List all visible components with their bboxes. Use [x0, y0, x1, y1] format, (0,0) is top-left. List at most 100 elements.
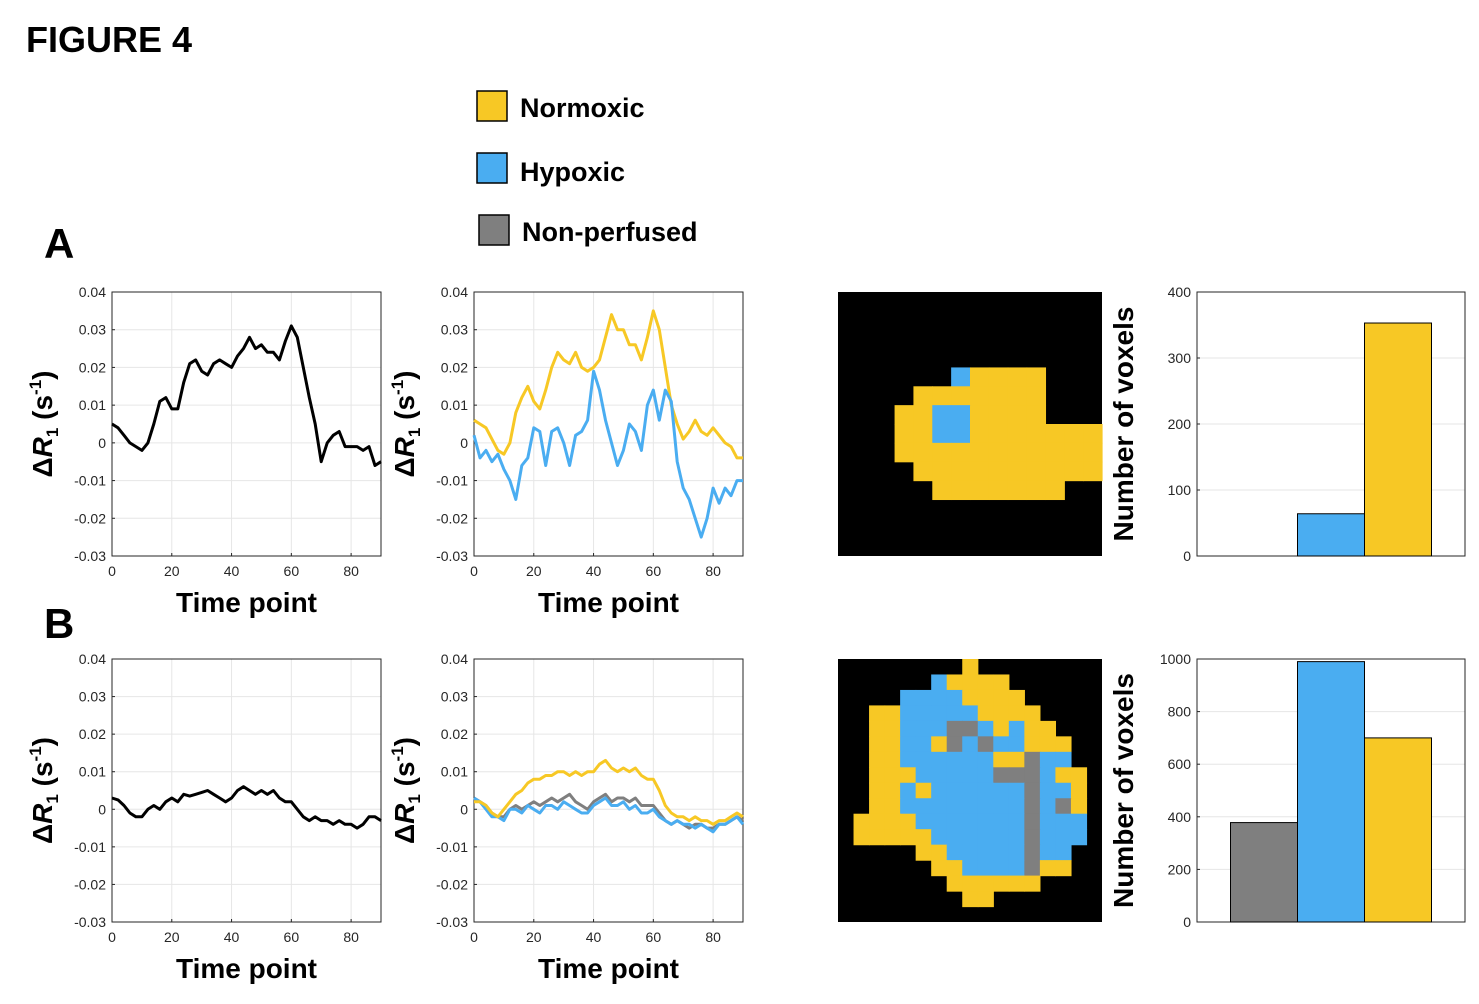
map-voxel-hypoxic — [977, 751, 994, 768]
y-axis-label-part: ) — [389, 371, 420, 380]
legend-label-normoxic: Normoxic — [520, 93, 645, 123]
map-voxel-normoxic — [869, 798, 886, 815]
y-tick-label: 0.01 — [441, 397, 468, 413]
y-tick-label: 0.01 — [441, 764, 468, 780]
map-voxel-normoxic — [977, 689, 994, 707]
map-voxel-normoxic — [884, 720, 901, 737]
map-voxel-hypoxic — [1039, 782, 1057, 799]
map-voxel-hypoxic — [1039, 844, 1057, 861]
map-voxel-normoxic — [913, 386, 933, 406]
map-voxel-normoxic — [1026, 480, 1047, 501]
map-voxel-normoxic — [913, 424, 933, 444]
map-voxel-normoxic — [932, 461, 952, 482]
panel-a-class-curves-chart: 0 20 40 60 80 -0.03 -0.02 -0.01 0 0.01 0.02 0.03 0.0… — [388, 284, 744, 618]
map-voxel-hypoxic — [931, 720, 948, 737]
y-tick-label: -0.01 — [436, 839, 468, 855]
y-tick-label: 0 — [460, 435, 468, 451]
y-axis-label-part: R — [389, 436, 420, 457]
y-tick-label: -0.02 — [74, 510, 106, 526]
map-voxel-normoxic — [977, 705, 994, 722]
map-voxel-hypoxic — [932, 424, 952, 444]
legend: Normoxic Hypoxic Non-perfused — [476, 90, 698, 247]
map-voxel-non-perfused — [1055, 798, 1072, 815]
map-voxel-hypoxic — [962, 736, 979, 753]
map-voxel-normoxic — [1083, 442, 1103, 463]
map-voxel-normoxic — [932, 480, 952, 501]
map-voxel-non-perfused — [1024, 860, 1041, 877]
map-voxel-hypoxic — [1055, 782, 1072, 799]
map-voxel-hypoxic — [932, 405, 952, 425]
map-voxel-hypoxic — [1008, 720, 1025, 737]
x-tick-label: 40 — [224, 929, 240, 945]
map-voxel-hypoxic — [962, 798, 979, 815]
map-voxel-normoxic — [951, 461, 971, 482]
map-voxel-hypoxic — [931, 751, 948, 768]
y-tick-label: 0 — [1183, 548, 1191, 564]
map-voxel-hypoxic — [1039, 767, 1057, 784]
map-voxel-normoxic — [962, 875, 979, 892]
map-voxel-hypoxic — [946, 844, 963, 861]
y-tick-label: 0 — [460, 801, 468, 817]
map-voxel-normoxic — [894, 405, 915, 425]
panel-b-tumour-map — [838, 659, 1102, 922]
map-voxel-hypoxic — [1070, 813, 1088, 830]
map-voxel-hypoxic — [951, 367, 971, 387]
map-voxel-hypoxic — [931, 782, 948, 799]
map-voxel-normoxic — [884, 751, 901, 768]
panel-b-class-curves-chart: 0 20 40 60 80 -0.03 -0.02 -0.01 0 0.01 0.02 0.03 0.0… — [388, 651, 745, 984]
map-voxel-normoxic — [1083, 461, 1103, 482]
map-voxel-hypoxic — [993, 798, 1010, 815]
map-voxel-hypoxic — [931, 689, 948, 707]
map-voxel-normoxic — [884, 798, 901, 815]
map-voxel-hypoxic — [931, 705, 948, 722]
x-axis-label: Time point — [538, 953, 679, 984]
map-voxel-normoxic — [932, 386, 952, 406]
map-voxel-hypoxic — [1039, 813, 1057, 830]
y-tick-label: 0.03 — [79, 322, 106, 338]
map-voxel-normoxic — [894, 442, 915, 463]
map-voxel-normoxic — [993, 720, 1010, 737]
map-voxel-normoxic — [988, 480, 1009, 501]
map-voxel-hypoxic — [931, 813, 948, 830]
map-voxel-normoxic — [970, 442, 990, 463]
map-voxel-normoxic — [900, 813, 917, 830]
map-voxel-hypoxic — [946, 689, 963, 707]
y-tick-label: 0.03 — [441, 689, 468, 705]
y-tick-label: 0.04 — [441, 284, 468, 300]
map-voxel-normoxic — [913, 461, 933, 482]
map-voxel-normoxic — [1064, 424, 1084, 444]
map-voxel-normoxic — [1024, 720, 1041, 737]
y-axis-label-part: 1 — [43, 794, 62, 803]
y-axis-label-part: 1 — [43, 428, 62, 437]
bar-hypoxic — [1297, 513, 1365, 557]
map-voxel-normoxic — [977, 891, 994, 908]
map-voxel-hypoxic — [993, 813, 1010, 830]
y-axis-label-part: -1 — [26, 380, 45, 395]
x-tick-label: 20 — [526, 563, 542, 579]
map-voxel-hypoxic — [946, 767, 963, 784]
legend-label-hypoxic: Hypoxic — [520, 157, 625, 187]
y-tick-label: 0.04 — [79, 284, 106, 300]
map-voxel-normoxic — [962, 891, 979, 908]
map-voxel-hypoxic — [962, 844, 979, 861]
y-axis-label-part: (s — [389, 395, 420, 428]
map-voxel-normoxic — [853, 829, 870, 846]
y-axis-label-part: (s — [27, 761, 58, 794]
map-voxel-normoxic — [1045, 480, 1065, 501]
map-voxel-hypoxic — [915, 751, 932, 768]
series-line-0 — [473, 309, 743, 460]
map-voxel-hypoxic — [977, 767, 994, 784]
map-voxel-normoxic — [1064, 461, 1084, 482]
x-tick-label: 0 — [470, 929, 478, 945]
map-voxel-normoxic — [970, 386, 990, 406]
y-tick-label: 0.01 — [79, 397, 106, 413]
map-voxel-non-perfused — [946, 736, 963, 753]
legend-swatch-hypoxic — [476, 152, 508, 184]
map-voxel-normoxic — [1008, 875, 1025, 892]
y-tick-label: 0.01 — [79, 764, 106, 780]
map-voxel-normoxic — [988, 442, 1009, 463]
y-tick-label: 400 — [1168, 809, 1192, 825]
y-tick-label: 0 — [98, 435, 106, 451]
map-voxel-hypoxic — [915, 798, 932, 815]
map-voxel-hypoxic — [1039, 751, 1057, 768]
